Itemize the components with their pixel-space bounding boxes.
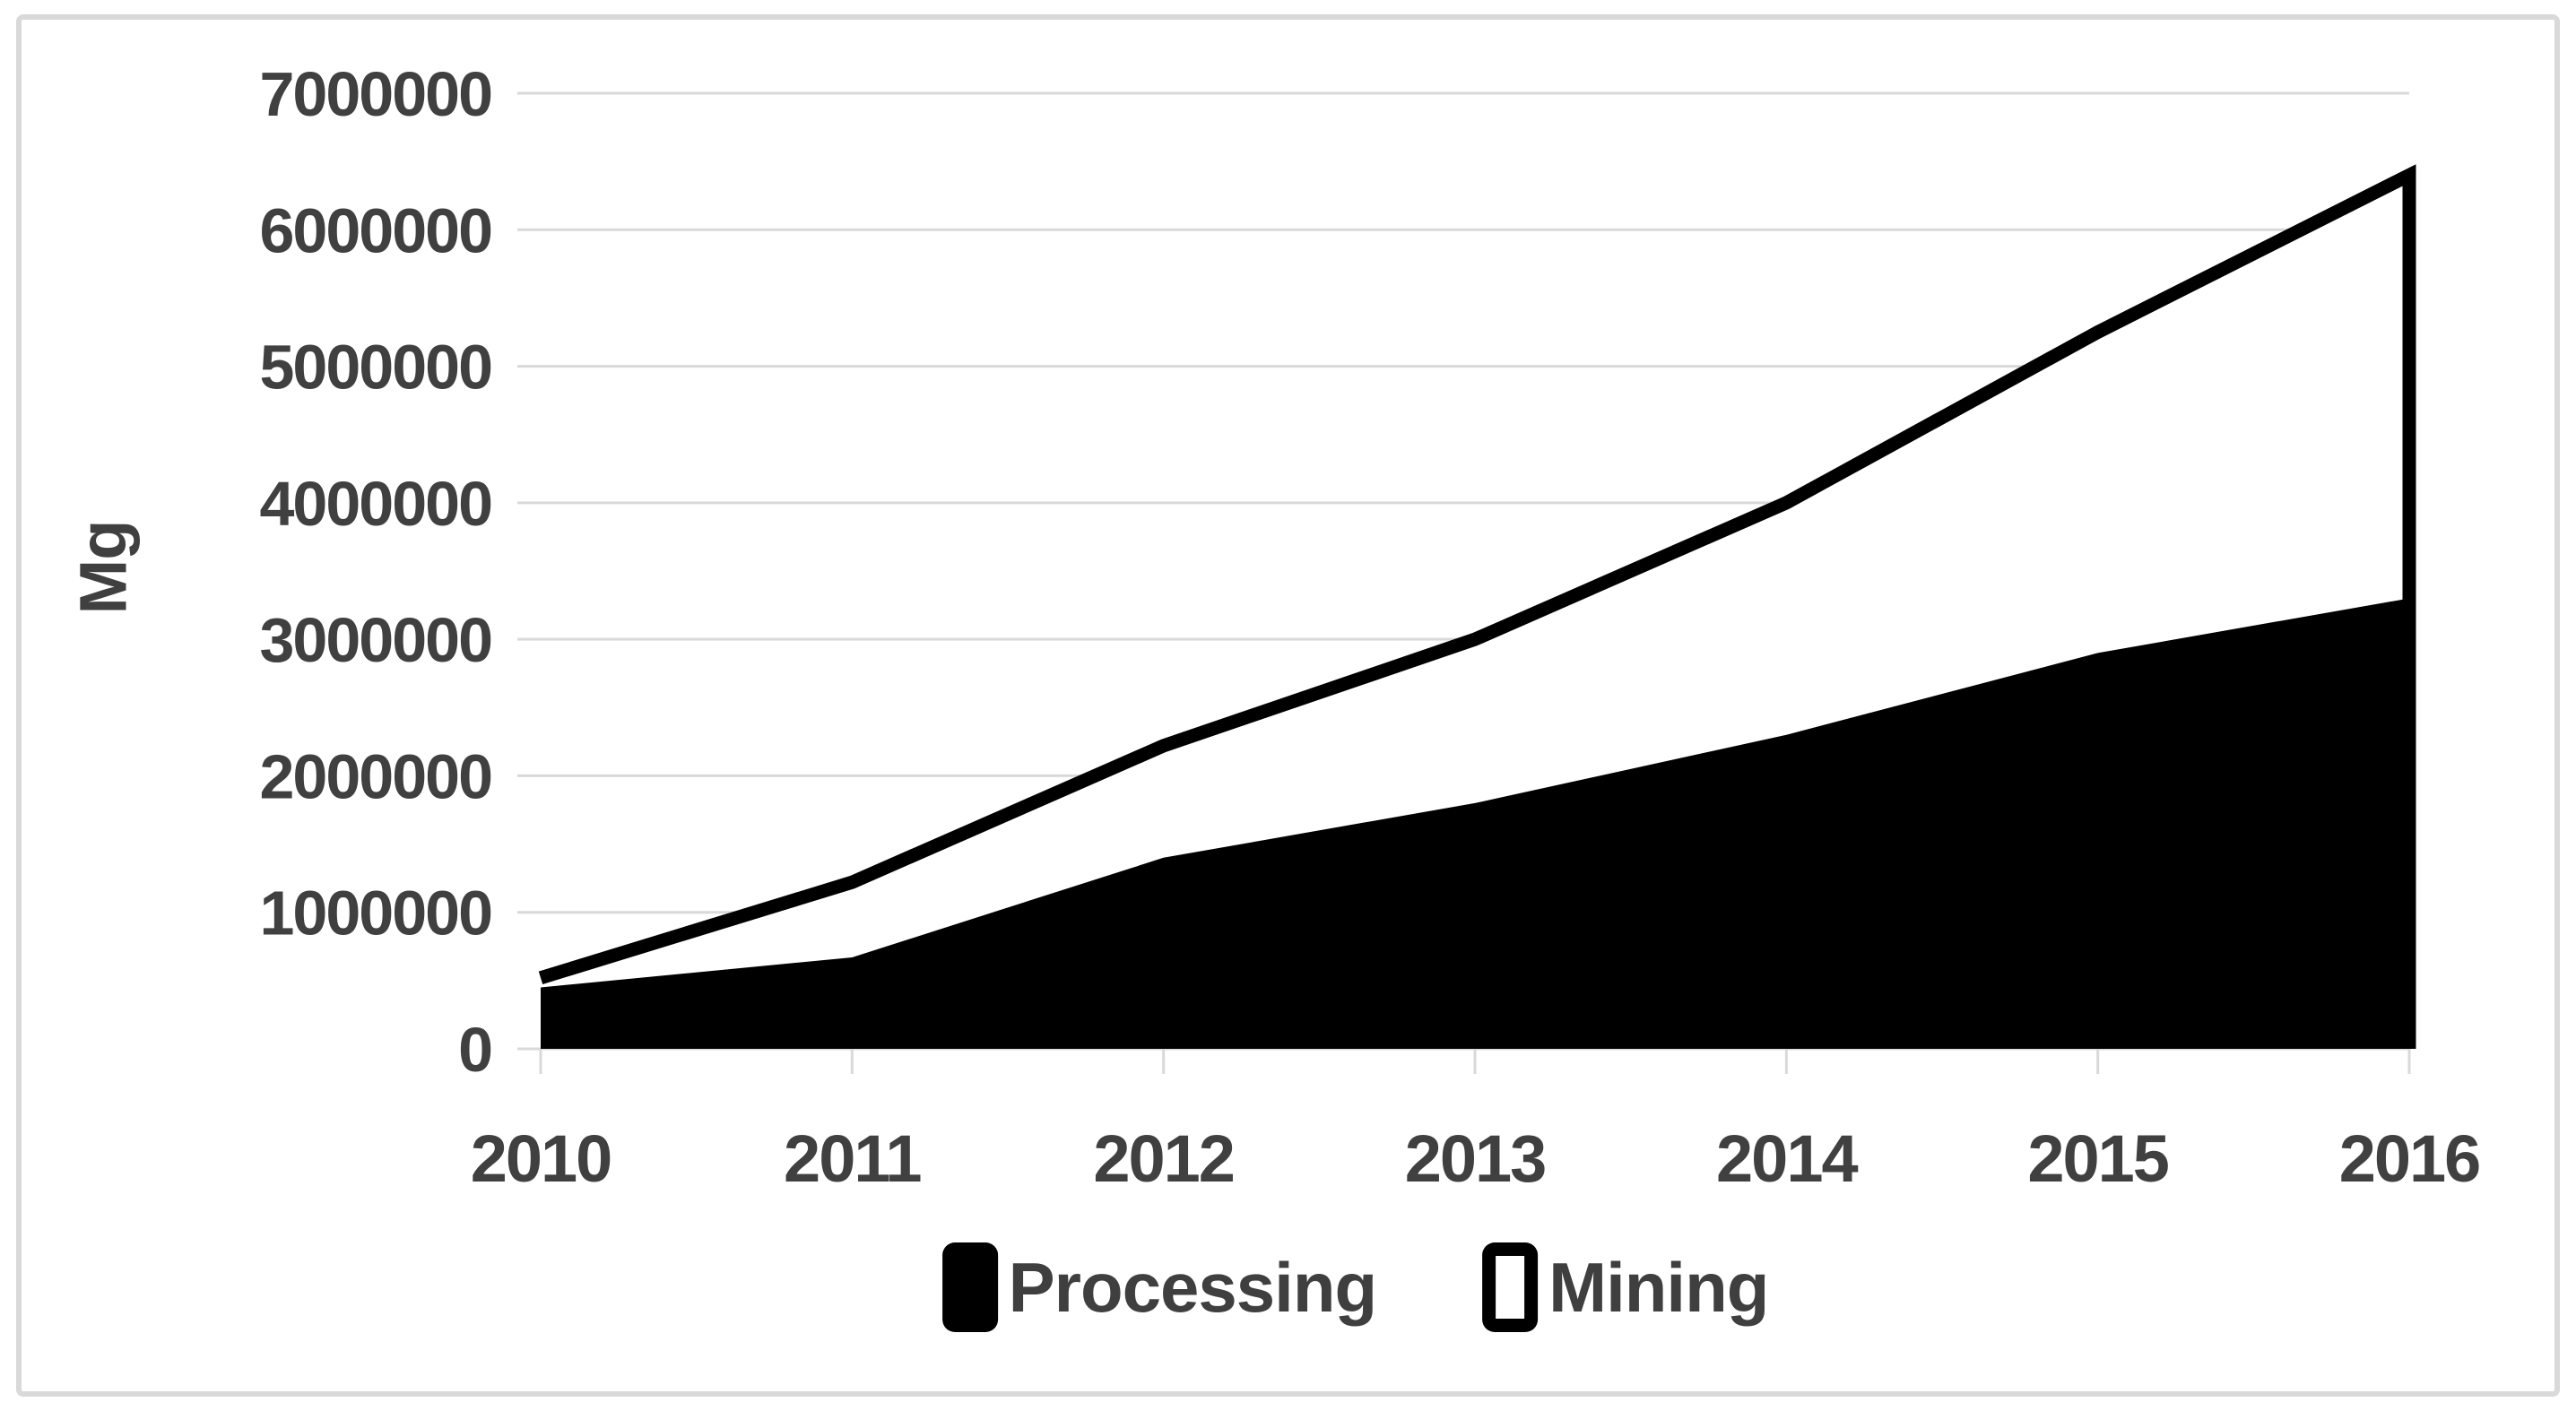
x-tick-label: 2014 [1716,1121,1858,1196]
y-tick-label: 0 [458,1015,491,1085]
legend-item-processing[interactable]: Processing [941,1242,1378,1332]
y-tick-label: 6000000 [259,195,491,265]
legend-item-mining[interactable]: Mining [1482,1242,1769,1332]
area-series-group [538,164,2416,1049]
x-tick-label: 2016 [2339,1121,2480,1196]
y-tick-label: 4000000 [259,469,491,539]
mining-swatch-icon [1482,1242,1539,1332]
x-tick-label: 2010 [471,1121,611,1196]
x-axis-tick-labels: 2010 2011 2012 2013 2014 2015 2016 [471,1121,2482,1196]
legend: Processing Mining [941,1242,1769,1332]
x-tick-label: 2011 [784,1121,921,1196]
y-tick-label: 1000000 [259,879,491,948]
tick-marks-group [539,1049,2411,1074]
legend-label-processing: Processing [1008,1247,1378,1327]
processing-area [541,598,2409,1049]
y-axis-title: Mg [65,520,141,615]
legend-label-mining: Mining [1548,1247,1769,1327]
y-tick-label: 7000000 [259,59,491,129]
y-tick-label: 2000000 [259,741,491,811]
y-tick-label: 3000000 [259,605,491,675]
total-line [538,164,2416,1049]
x-tick-label: 2013 [1405,1121,1546,1196]
x-tick-label: 2012 [1093,1121,1234,1196]
processing-swatch-icon [941,1242,998,1332]
y-axis-tick-labels: 0 1000000 2000000 3000000 4000000 5000000 6000… [259,59,493,1085]
y-tick-label: 5000000 [259,333,491,403]
x-tick-label: 2015 [2027,1121,2168,1196]
